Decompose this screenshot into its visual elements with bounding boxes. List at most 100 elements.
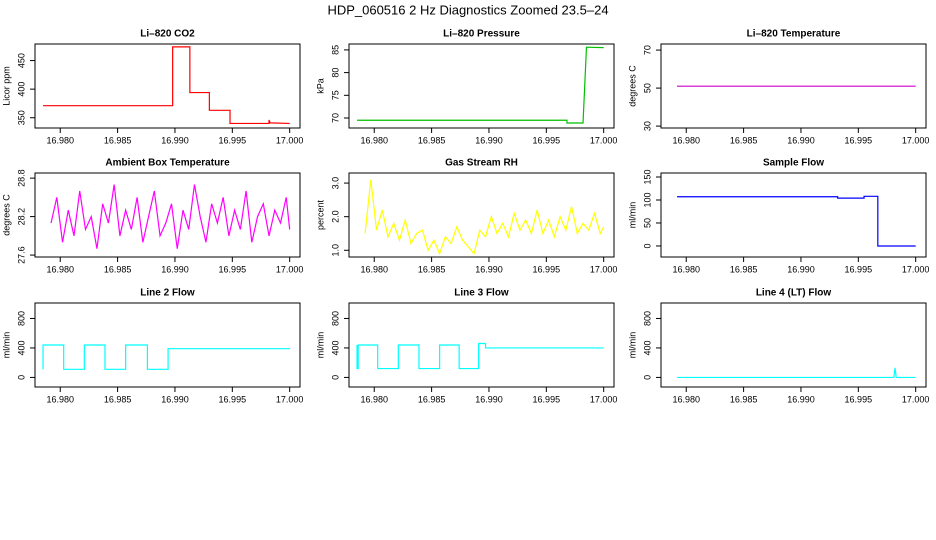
y-tick-label: 800 bbox=[16, 311, 26, 326]
y-axis-label: ml/min bbox=[627, 202, 637, 229]
x-tick-label: 16.980 bbox=[360, 394, 388, 404]
data-line bbox=[677, 367, 916, 379]
x-tick-label: 16.980 bbox=[672, 264, 700, 274]
y-tick-label: 28.2 bbox=[16, 208, 26, 226]
x-tick-label: 17.000 bbox=[276, 264, 304, 274]
y-tick-label: 800 bbox=[642, 311, 652, 326]
y-tick-label: 350 bbox=[16, 110, 26, 125]
y-tick-label: 0 bbox=[642, 243, 652, 248]
y-axis-label: percent bbox=[315, 199, 325, 230]
x-tick-label: 16.995 bbox=[533, 394, 561, 404]
y-tick-label: 80 bbox=[330, 68, 340, 78]
plot-frame bbox=[660, 172, 927, 258]
x-tick-label: 17.000 bbox=[590, 394, 618, 404]
x-tick-label: 16.980 bbox=[672, 394, 700, 404]
y-tick-label: 50 bbox=[642, 83, 652, 93]
y-tick-label: 400 bbox=[16, 340, 26, 355]
x-tick-label: 16.995 bbox=[533, 135, 561, 145]
y-tick-label: 75 bbox=[330, 90, 340, 100]
plot-frame bbox=[34, 43, 301, 129]
x-tick-label: 17.000 bbox=[902, 264, 930, 274]
x-tick-label: 16.990 bbox=[475, 394, 503, 404]
y-axis-label: Licor ppm bbox=[1, 66, 11, 106]
data-line bbox=[357, 46, 604, 124]
panel-title: Li–820 Temperature bbox=[747, 29, 841, 40]
x-tick-label: 17.000 bbox=[590, 135, 618, 145]
x-tick-label: 16.990 bbox=[161, 394, 189, 404]
panel-title: Line 2 Flow bbox=[140, 288, 195, 299]
y-tick-label: 50 bbox=[642, 218, 652, 228]
panel-title: Li–820 Pressure bbox=[443, 29, 520, 40]
x-tick-label: 16.985 bbox=[104, 264, 132, 274]
x-tick-label: 17.000 bbox=[902, 394, 930, 404]
y-tick-label: 85 bbox=[330, 45, 340, 55]
y-tick-label: 27.6 bbox=[16, 246, 26, 264]
x-tick-label: 16.985 bbox=[730, 135, 758, 145]
x-tick-label: 16.995 bbox=[845, 135, 873, 145]
x-tick-label: 16.990 bbox=[475, 135, 503, 145]
x-tick-label: 16.985 bbox=[418, 264, 446, 274]
y-axis-label: kPa bbox=[315, 78, 325, 94]
y-axis-label: ml/min bbox=[315, 332, 325, 359]
plot-frame bbox=[348, 172, 615, 258]
x-tick-label: 17.000 bbox=[276, 394, 304, 404]
data-line bbox=[364, 179, 605, 256]
panel-title: Li–820 CO2 bbox=[140, 29, 195, 40]
data-line bbox=[42, 344, 290, 370]
y-axis-label: ml/min bbox=[627, 332, 637, 359]
plot-frame bbox=[660, 302, 927, 388]
panel-title: Ambient Box Temperature bbox=[105, 158, 230, 169]
y-tick-label: 70 bbox=[642, 45, 652, 55]
x-tick-label: 16.990 bbox=[787, 264, 815, 274]
x-tick-label: 16.995 bbox=[845, 264, 873, 274]
y-tick-label: 2.0 bbox=[330, 210, 340, 223]
y-tick-label: 30 bbox=[642, 121, 652, 131]
x-tick-label: 16.985 bbox=[418, 394, 446, 404]
plot-frame bbox=[34, 172, 301, 258]
x-tick-label: 16.995 bbox=[219, 135, 247, 145]
x-tick-label: 16.990 bbox=[161, 264, 189, 274]
y-tick-label: 0 bbox=[330, 375, 340, 380]
plot-frame bbox=[348, 43, 615, 129]
page-title: HDP_060516 2 Hz Diagnostics Zoomed 23.5–… bbox=[327, 2, 608, 17]
x-tick-label: 16.990 bbox=[475, 264, 503, 274]
x-tick-label: 17.000 bbox=[590, 264, 618, 274]
data-line bbox=[677, 195, 916, 247]
x-tick-label: 16.980 bbox=[46, 264, 74, 274]
x-tick-label: 16.980 bbox=[360, 264, 388, 274]
y-tick-label: 0 bbox=[16, 375, 26, 380]
y-tick-label: 100 bbox=[642, 192, 652, 207]
x-tick-label: 16.985 bbox=[104, 394, 132, 404]
y-axis-label: degrees C bbox=[627, 65, 637, 107]
y-tick-label: 800 bbox=[330, 311, 340, 326]
y-tick-label: 400 bbox=[330, 340, 340, 355]
data-line bbox=[50, 184, 291, 249]
x-tick-label: 16.980 bbox=[672, 135, 700, 145]
x-tick-label: 16.990 bbox=[787, 135, 815, 145]
x-tick-label: 17.000 bbox=[276, 135, 304, 145]
y-tick-label: 70 bbox=[330, 113, 340, 123]
panel-title: Sample Flow bbox=[763, 158, 824, 169]
x-tick-label: 16.990 bbox=[787, 394, 815, 404]
x-tick-label: 16.980 bbox=[46, 394, 74, 404]
y-tick-label: 400 bbox=[642, 340, 652, 355]
x-tick-label: 16.995 bbox=[845, 394, 873, 404]
x-tick-label: 16.985 bbox=[104, 135, 132, 145]
y-tick-label: 1.0 bbox=[330, 244, 340, 257]
panel-title: Line 3 Flow bbox=[454, 288, 509, 299]
x-tick-label: 16.995 bbox=[533, 264, 561, 274]
x-tick-label: 16.980 bbox=[46, 135, 74, 145]
plot-frame bbox=[660, 43, 927, 129]
y-tick-label: 150 bbox=[642, 169, 652, 184]
plot-frame bbox=[348, 302, 615, 388]
x-tick-label: 16.980 bbox=[360, 135, 388, 145]
x-tick-label: 16.985 bbox=[730, 264, 758, 274]
x-tick-label: 16.985 bbox=[730, 394, 758, 404]
data-line bbox=[43, 46, 290, 125]
panel-title: Line 4 (LT) Flow bbox=[756, 288, 832, 299]
x-tick-label: 16.995 bbox=[219, 264, 247, 274]
x-tick-label: 17.000 bbox=[902, 135, 930, 145]
x-tick-label: 16.990 bbox=[161, 135, 189, 145]
